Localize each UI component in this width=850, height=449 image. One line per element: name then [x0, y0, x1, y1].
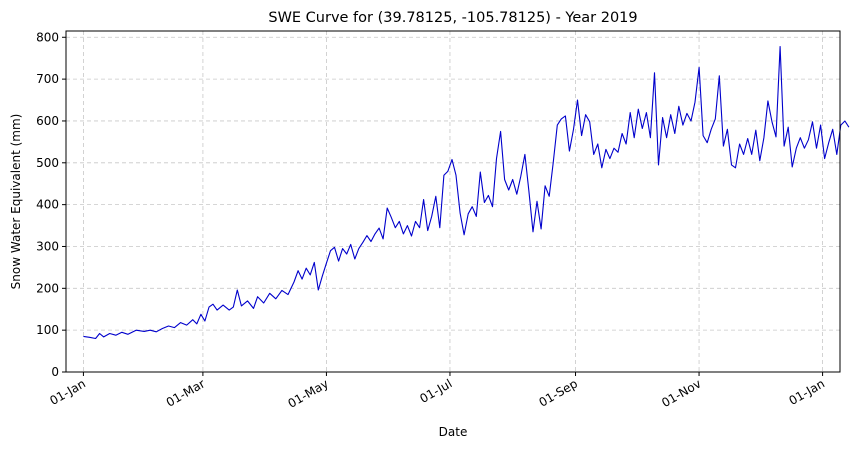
y-tick-label: 600 — [36, 114, 59, 128]
y-tick-label: 100 — [36, 323, 59, 337]
y-axis-title: Snow Water Equivalent (mm) — [9, 114, 23, 290]
y-axis-ticks: 0 100 200 300 400 500 600 700 800 — [36, 30, 66, 379]
y-tick-label: 500 — [36, 156, 59, 170]
chart-title: SWE Curve for (39.78125, -105.78125) - Y… — [268, 10, 637, 26]
y-tick-label: 400 — [36, 198, 59, 212]
y-tick-label: 800 — [36, 30, 59, 44]
y-tick-label: 300 — [36, 239, 59, 253]
swe-series-line — [83, 45, 850, 340]
series-layer — [83, 45, 850, 340]
plot-frame — [65, 30, 841, 373]
y-tick-label: 0 — [51, 365, 59, 379]
x-axis-title: Date — [439, 425, 468, 439]
y-tick-label: 200 — [36, 281, 59, 295]
y-tick-label: 700 — [36, 72, 59, 86]
